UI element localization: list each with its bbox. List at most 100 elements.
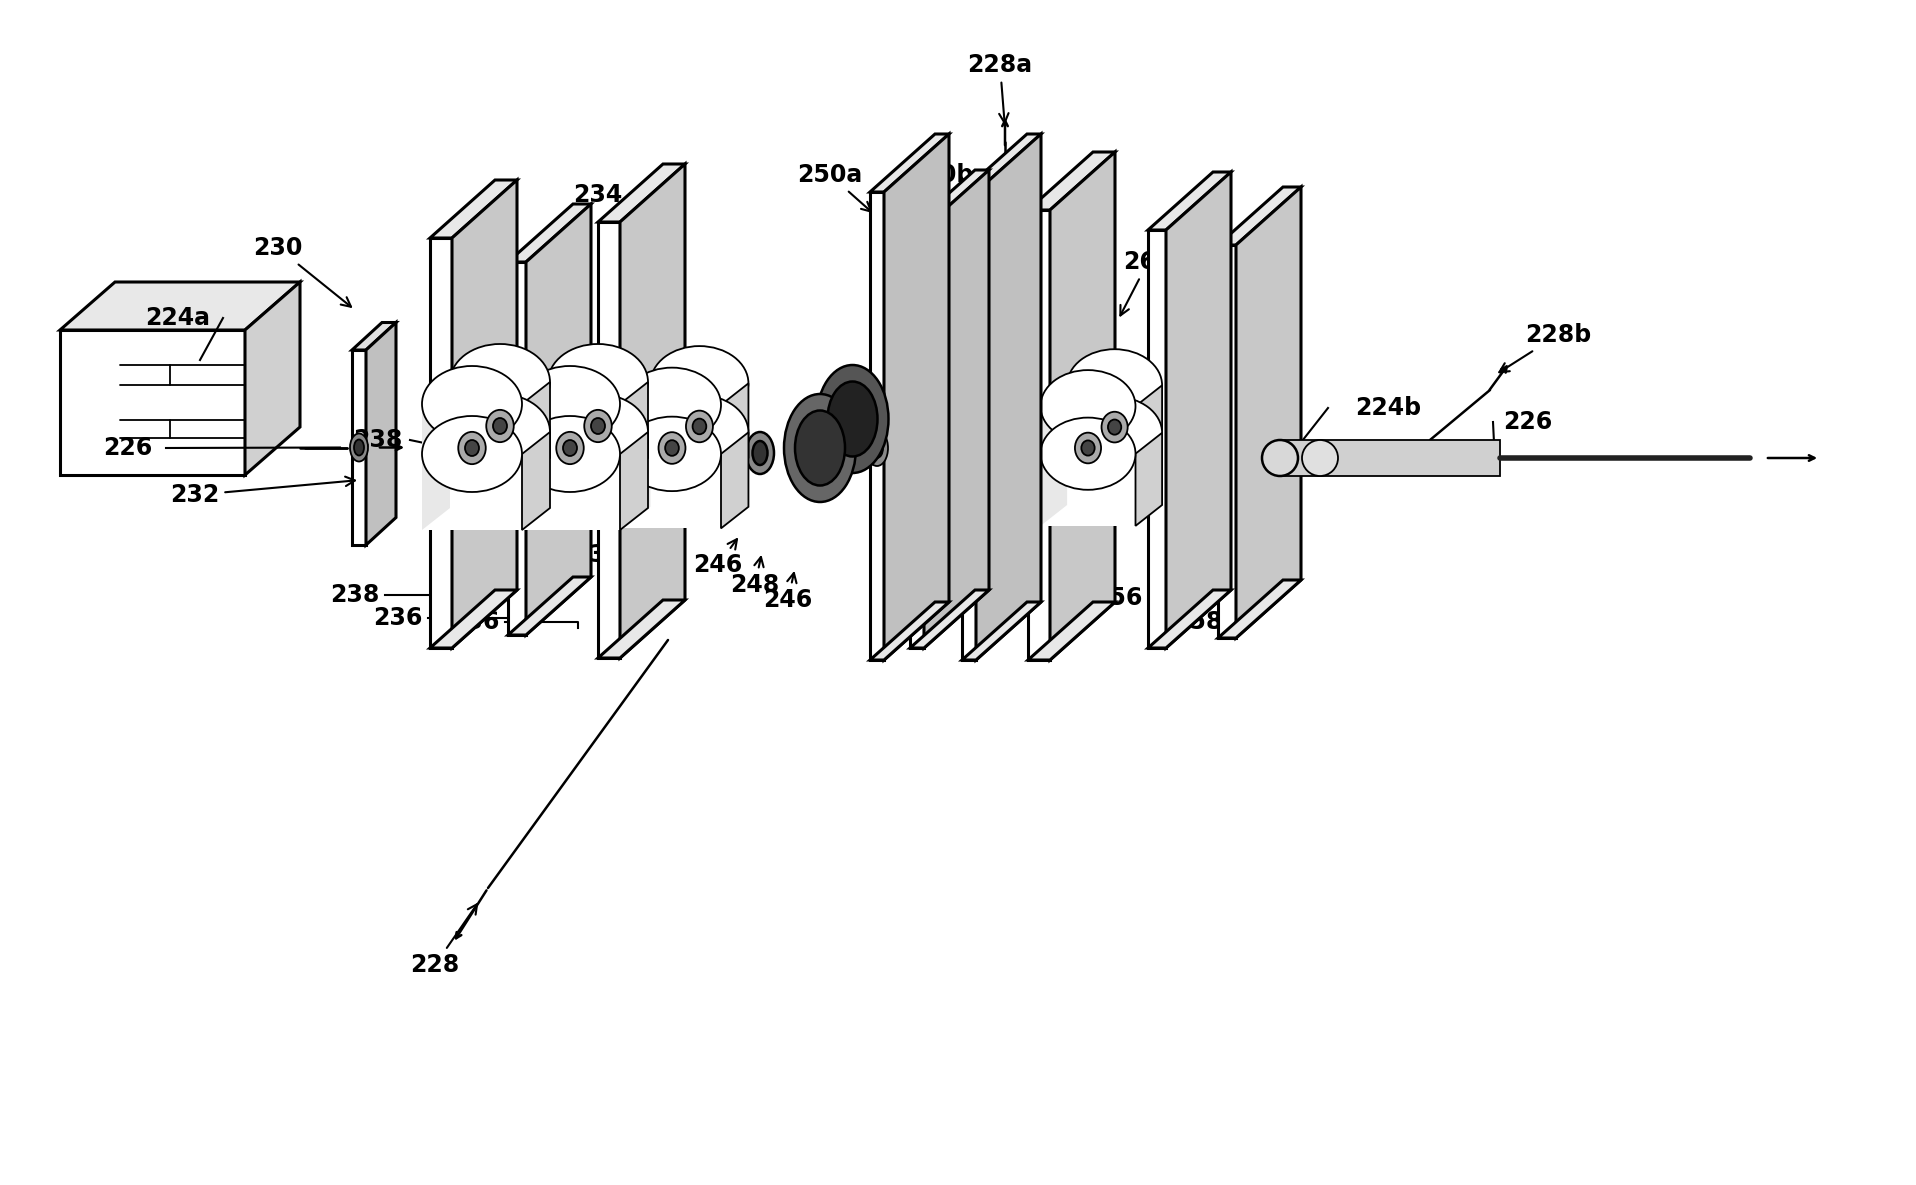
- Polygon shape: [1136, 385, 1163, 479]
- Ellipse shape: [910, 438, 924, 457]
- Polygon shape: [910, 169, 989, 228]
- Text: 226: 226: [103, 436, 153, 460]
- Polygon shape: [521, 382, 550, 480]
- Polygon shape: [623, 383, 650, 480]
- Polygon shape: [422, 404, 521, 480]
- Polygon shape: [1219, 187, 1301, 245]
- Polygon shape: [527, 204, 590, 635]
- Text: 264: 264: [1121, 250, 1173, 315]
- Polygon shape: [1050, 152, 1115, 660]
- Polygon shape: [1040, 454, 1136, 526]
- Ellipse shape: [354, 440, 364, 455]
- Polygon shape: [720, 383, 749, 480]
- Ellipse shape: [1067, 350, 1163, 422]
- Ellipse shape: [650, 346, 749, 421]
- Polygon shape: [924, 169, 989, 648]
- Ellipse shape: [464, 446, 477, 467]
- Text: 226: 226: [1504, 410, 1552, 434]
- Polygon shape: [508, 577, 590, 635]
- Ellipse shape: [1040, 370, 1136, 442]
- Ellipse shape: [563, 440, 577, 456]
- Polygon shape: [910, 228, 924, 648]
- Polygon shape: [353, 322, 397, 350]
- Ellipse shape: [487, 410, 513, 442]
- Polygon shape: [59, 329, 245, 475]
- Text: 236: 236: [374, 606, 423, 630]
- Polygon shape: [623, 433, 650, 529]
- Ellipse shape: [650, 395, 749, 469]
- Ellipse shape: [1075, 433, 1102, 463]
- Polygon shape: [1236, 187, 1301, 638]
- Polygon shape: [1040, 385, 1067, 479]
- Polygon shape: [1148, 230, 1167, 648]
- Text: 258: 258: [1173, 591, 1224, 634]
- Ellipse shape: [1102, 411, 1129, 442]
- Ellipse shape: [450, 344, 550, 419]
- Text: 250b: 250b: [906, 164, 973, 211]
- Ellipse shape: [623, 417, 720, 491]
- Text: 230: 230: [253, 236, 351, 307]
- Ellipse shape: [753, 441, 768, 465]
- Ellipse shape: [872, 438, 883, 457]
- Ellipse shape: [692, 418, 707, 434]
- Text: 232: 232: [171, 476, 354, 507]
- Polygon shape: [720, 433, 749, 529]
- Ellipse shape: [1081, 441, 1094, 455]
- Polygon shape: [366, 322, 397, 545]
- Polygon shape: [598, 164, 686, 222]
- Text: 250a: 250a: [797, 164, 872, 212]
- Ellipse shape: [458, 431, 487, 465]
- Polygon shape: [429, 180, 517, 238]
- Text: 228a: 228a: [968, 53, 1033, 123]
- Polygon shape: [429, 238, 452, 648]
- Polygon shape: [422, 382, 450, 480]
- Polygon shape: [519, 433, 548, 530]
- Polygon shape: [1148, 172, 1230, 230]
- Ellipse shape: [519, 366, 621, 442]
- Ellipse shape: [450, 393, 550, 470]
- Ellipse shape: [519, 416, 621, 492]
- Polygon shape: [1029, 602, 1115, 660]
- Polygon shape: [429, 590, 517, 648]
- Text: 238: 238: [330, 583, 379, 607]
- Text: 238: 238: [353, 428, 402, 451]
- Ellipse shape: [686, 411, 713, 442]
- Ellipse shape: [659, 433, 686, 463]
- Polygon shape: [598, 600, 686, 658]
- Polygon shape: [519, 454, 621, 530]
- Ellipse shape: [958, 430, 979, 466]
- Ellipse shape: [745, 433, 774, 474]
- Ellipse shape: [456, 435, 485, 478]
- Polygon shape: [1040, 433, 1067, 526]
- Ellipse shape: [828, 382, 878, 456]
- Ellipse shape: [906, 430, 927, 466]
- Ellipse shape: [1303, 440, 1337, 476]
- Text: 224b: 224b: [1355, 396, 1422, 419]
- Ellipse shape: [795, 410, 845, 486]
- Polygon shape: [508, 262, 527, 635]
- Polygon shape: [1136, 433, 1163, 526]
- Polygon shape: [598, 222, 621, 658]
- Ellipse shape: [1067, 397, 1163, 469]
- Ellipse shape: [665, 440, 678, 456]
- Text: 236: 236: [450, 610, 500, 634]
- Polygon shape: [621, 164, 686, 658]
- Ellipse shape: [623, 367, 720, 442]
- Ellipse shape: [866, 430, 887, 466]
- Polygon shape: [1219, 245, 1236, 638]
- Polygon shape: [519, 404, 621, 480]
- Ellipse shape: [1263, 440, 1297, 476]
- Text: 234: 234: [573, 529, 636, 566]
- Polygon shape: [452, 180, 517, 648]
- Ellipse shape: [422, 366, 521, 442]
- Text: 228: 228: [410, 904, 477, 976]
- Polygon shape: [883, 134, 948, 660]
- Polygon shape: [422, 454, 521, 530]
- Polygon shape: [621, 433, 648, 530]
- Text: 246: 246: [763, 574, 812, 611]
- Ellipse shape: [492, 418, 508, 434]
- Polygon shape: [353, 350, 366, 545]
- Polygon shape: [1167, 172, 1230, 648]
- Polygon shape: [621, 382, 648, 480]
- Polygon shape: [962, 134, 1040, 192]
